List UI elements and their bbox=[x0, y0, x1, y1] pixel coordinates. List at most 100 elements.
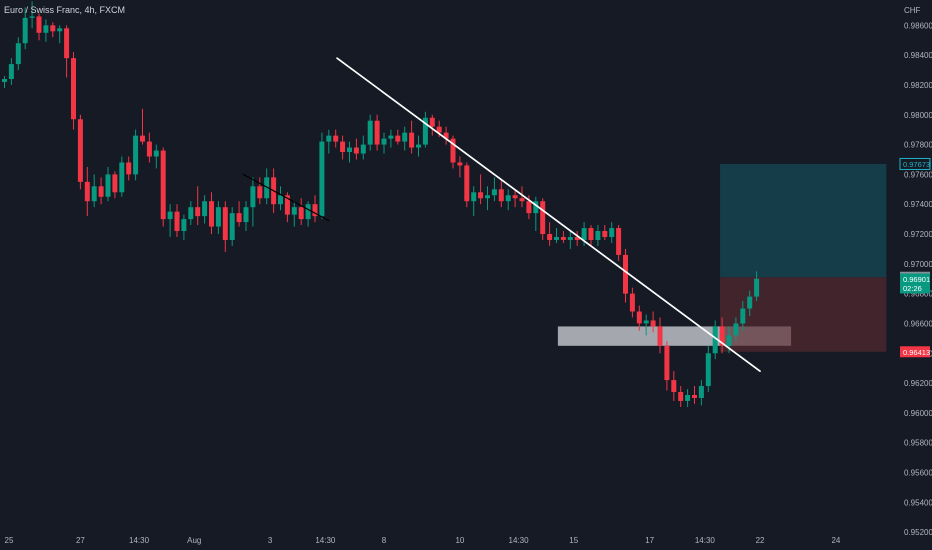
candle-body bbox=[464, 165, 470, 202]
price-tag-box bbox=[900, 346, 930, 358]
candle-body bbox=[505, 195, 511, 202]
candle-body bbox=[519, 198, 525, 202]
price-tick-label: 0.96000 bbox=[904, 409, 932, 418]
candle-body bbox=[643, 320, 649, 324]
candle bbox=[554, 228, 559, 243]
candle-body bbox=[740, 308, 746, 324]
candle bbox=[353, 138, 359, 160]
candle bbox=[298, 198, 304, 226]
candle bbox=[478, 174, 484, 205]
candle-body bbox=[257, 186, 263, 199]
candle-body bbox=[333, 135, 339, 142]
candle-body bbox=[43, 25, 49, 33]
candle-body bbox=[98, 186, 104, 197]
price-tag-label: 0.96413 bbox=[903, 348, 930, 357]
candle bbox=[374, 114, 380, 151]
candle-body bbox=[609, 228, 615, 237]
candle bbox=[195, 186, 201, 226]
candle-body bbox=[140, 135, 145, 142]
candle-body bbox=[491, 189, 497, 196]
candle bbox=[547, 222, 553, 246]
candle-body bbox=[22, 17, 28, 44]
candle-body bbox=[685, 394, 691, 401]
candle-body bbox=[188, 207, 194, 220]
candle-body bbox=[712, 326, 718, 354]
candle-body bbox=[526, 201, 532, 214]
time-axis[interactable]: 25 27 14:30 Aug 3 14:30 8 10 14:30 15 17 14:30 22 24 bbox=[5, 536, 841, 545]
candle bbox=[98, 177, 104, 205]
candle-body bbox=[181, 219, 187, 232]
candle-body bbox=[388, 135, 394, 139]
price-tick-label: 0.97800 bbox=[904, 141, 932, 150]
price-tick-label: 0.95600 bbox=[904, 468, 932, 477]
candle-body bbox=[657, 326, 663, 346]
candle-body bbox=[450, 138, 456, 163]
candle-body bbox=[112, 174, 118, 193]
candle-body bbox=[547, 234, 553, 240]
time-tick-label: 3 bbox=[268, 536, 273, 545]
candle-body bbox=[243, 207, 249, 223]
price-tag-box bbox=[899, 157, 931, 170]
candle-body bbox=[554, 236, 559, 240]
candle bbox=[629, 287, 635, 318]
price-tick-label: 0.96200 bbox=[904, 379, 932, 388]
candle bbox=[754, 271, 760, 302]
candle-body bbox=[319, 141, 325, 217]
price-tag-box bbox=[900, 273, 930, 294]
zone-target bbox=[720, 163, 887, 278]
candle-body bbox=[422, 117, 428, 145]
trendline[interactable] bbox=[242, 173, 330, 222]
zones-layer bbox=[557, 163, 887, 352]
candle bbox=[609, 222, 615, 243]
trendline[interactable] bbox=[336, 57, 761, 372]
candle bbox=[57, 25, 63, 44]
candle bbox=[222, 201, 228, 252]
candle bbox=[498, 180, 504, 208]
candle bbox=[319, 132, 325, 220]
price-tick-label: 0.97000 bbox=[904, 260, 932, 269]
candle-body bbox=[429, 117, 435, 127]
candle bbox=[512, 189, 518, 208]
candle-body bbox=[671, 380, 677, 393]
candle-body bbox=[146, 141, 152, 157]
candle-body bbox=[650, 320, 656, 327]
candle-body bbox=[215, 207, 221, 227]
candle-body bbox=[250, 186, 256, 208]
candle bbox=[623, 248, 628, 303]
candle-body bbox=[229, 213, 235, 240]
candle-body bbox=[733, 323, 739, 336]
candle bbox=[422, 111, 428, 148]
candle-body bbox=[381, 138, 387, 145]
candle-body bbox=[284, 195, 290, 215]
candle-body bbox=[540, 201, 546, 235]
candle-body bbox=[298, 207, 304, 220]
candle-body bbox=[623, 254, 628, 294]
candle-body bbox=[678, 392, 684, 401]
candle-body bbox=[560, 236, 566, 240]
candle-body bbox=[264, 177, 270, 199]
candle bbox=[133, 129, 139, 181]
candle bbox=[491, 177, 497, 202]
candle bbox=[347, 141, 352, 163]
price-tag: 0.96413 bbox=[900, 346, 930, 358]
candle bbox=[360, 135, 366, 160]
time-tick-label: 15 bbox=[569, 536, 578, 545]
candle bbox=[692, 386, 697, 404]
candle bbox=[409, 120, 415, 154]
candle bbox=[2, 76, 7, 88]
candle bbox=[153, 144, 159, 169]
candle-body bbox=[312, 204, 318, 217]
zone-stop bbox=[720, 277, 887, 352]
candle bbox=[236, 201, 242, 227]
candle bbox=[712, 320, 718, 360]
candle bbox=[705, 345, 711, 393]
candle-body bbox=[236, 213, 242, 223]
candle bbox=[8, 58, 14, 85]
candle-body bbox=[305, 204, 311, 220]
candle-body bbox=[402, 132, 408, 142]
candle bbox=[719, 317, 725, 354]
candle bbox=[740, 301, 746, 331]
